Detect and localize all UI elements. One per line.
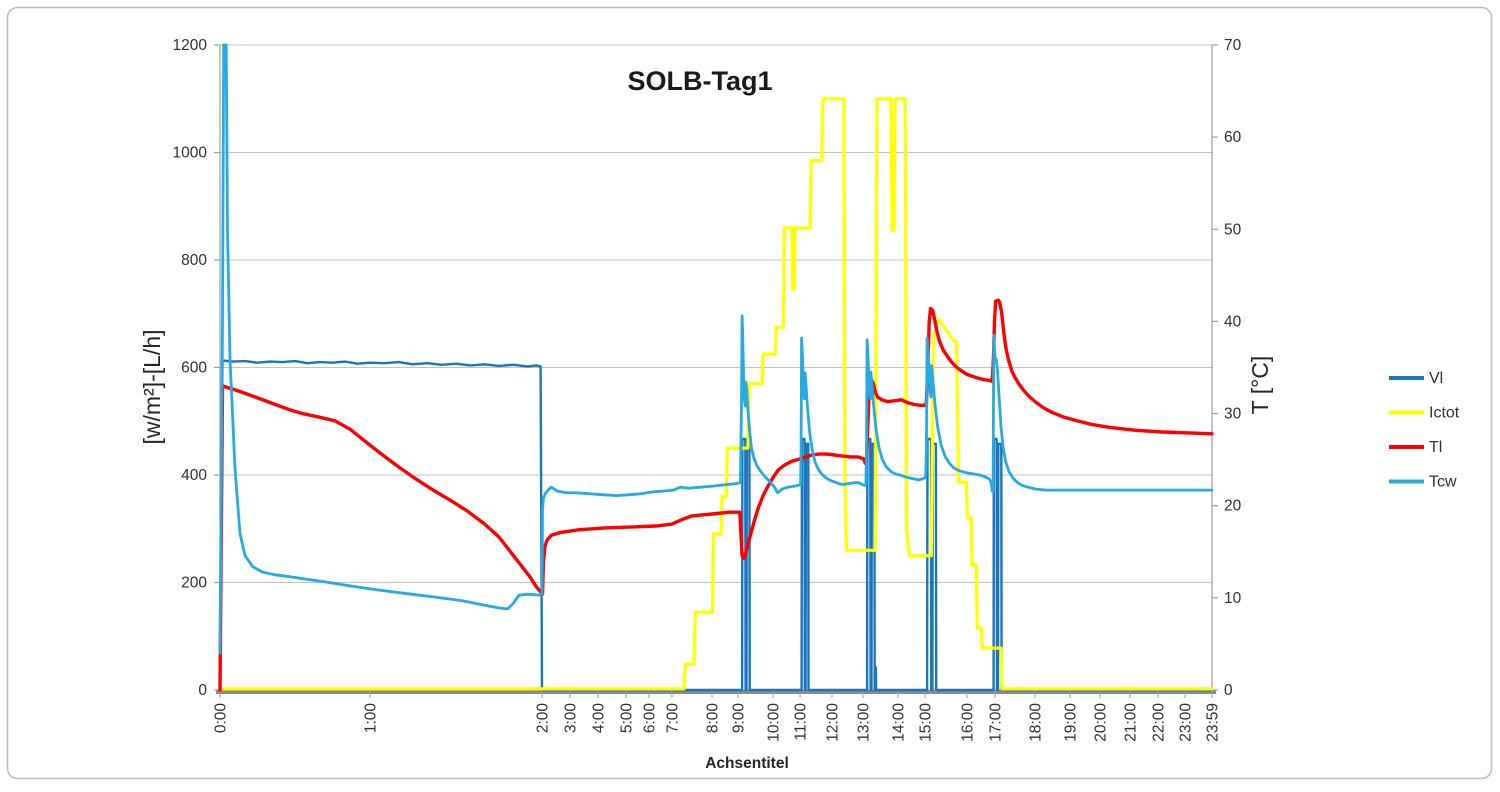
- left-axis-label: 1000: [173, 145, 208, 162]
- legend-item-ictot[interactable]: Ictot: [1389, 405, 1460, 422]
- x-axis-label: 17:00: [987, 703, 1004, 742]
- legend-item-tl[interactable]: Tl: [1389, 439, 1442, 456]
- axis-tick-labels: 0 200 400 600 800 1000 1200 0 10 20 30 40 50 60 70 0:00…: [173, 37, 1242, 742]
- legend-item-tcw[interactable]: Tcw: [1389, 474, 1457, 491]
- x-axis-label: 1:00: [362, 703, 379, 734]
- x-axis-title[interactable]: Achsentitel: [705, 755, 789, 772]
- legend-label: Vl: [1429, 370, 1443, 387]
- left-axis-label: 600: [181, 360, 207, 377]
- legend-item-vl[interactable]: Vl: [1389, 370, 1443, 387]
- left-axis-label: 800: [181, 252, 207, 269]
- right-axis-label: 20: [1224, 498, 1242, 515]
- right-axis-label: 60: [1224, 129, 1242, 146]
- x-axis-label: 5:00: [618, 703, 635, 734]
- series-line-tl[interactable]: [218, 298, 1214, 692]
- left-axis-label: 200: [181, 575, 207, 592]
- right-axis-label: 0: [1224, 682, 1233, 699]
- legend[interactable]: Vl Ictot Tl Tcw: [1389, 370, 1460, 491]
- x-axis-label: 9:00: [730, 703, 747, 734]
- x-axis-label: 20:00: [1092, 703, 1109, 742]
- x-axis-label: 18:00: [1027, 703, 1044, 742]
- legend-label: Tcw: [1429, 474, 1457, 491]
- x-axis-label: 10:00: [765, 703, 782, 742]
- right-axis-label: 10: [1224, 590, 1242, 607]
- x-axis-label: 0:00: [212, 703, 229, 734]
- x-axis-label: 7:00: [664, 703, 681, 734]
- x-axis-label: 8:00: [704, 703, 721, 734]
- x-axis-label: 3:00: [562, 703, 579, 734]
- series-line-tcw[interactable]: [218, 43, 1214, 655]
- x-axis-label: 6:00: [641, 703, 658, 734]
- x-axis-label: 13:00: [855, 703, 872, 742]
- x-axis-label: 14:00: [890, 703, 907, 742]
- left-axis-label: 0: [198, 682, 207, 699]
- right-axis-label: 70: [1224, 37, 1242, 54]
- x-axis-label: 21:00: [1122, 703, 1139, 742]
- x-axis-label: 23:00: [1177, 703, 1194, 742]
- x-axis-label: 23:59: [1204, 703, 1221, 742]
- x-axis-label: 15:00: [917, 703, 934, 742]
- x-axis-label: 11:00: [792, 703, 809, 741]
- x-axis-label: 2:00: [534, 703, 551, 734]
- right-axis-label: 30: [1224, 406, 1242, 423]
- left-axis-title[interactable]: [w/m²]-[L/h]: [139, 329, 165, 444]
- left-axis-label: 1200: [173, 37, 208, 54]
- legend-label: Ictot: [1429, 405, 1460, 422]
- legend-label: Tl: [1429, 439, 1442, 456]
- x-axis-label: 19:00: [1062, 703, 1079, 742]
- x-axis-label: 16:00: [959, 703, 976, 742]
- chart-title[interactable]: SOLB-Tag1: [627, 66, 772, 96]
- right-axis-title[interactable]: T [°C]: [1247, 356, 1273, 415]
- x-axis-label: 22:00: [1150, 703, 1167, 742]
- right-axis-label: 40: [1224, 313, 1242, 330]
- right-axis-label: 50: [1224, 221, 1242, 238]
- series-lines[interactable]: [218, 43, 1214, 692]
- x-axis-label: 12:00: [824, 703, 841, 742]
- series-line-ictot[interactable]: [218, 97, 1214, 691]
- x-axis-label: 4:00: [590, 703, 607, 734]
- left-axis-label: 400: [181, 467, 207, 484]
- series-line-vl[interactable]: [218, 359, 1214, 692]
